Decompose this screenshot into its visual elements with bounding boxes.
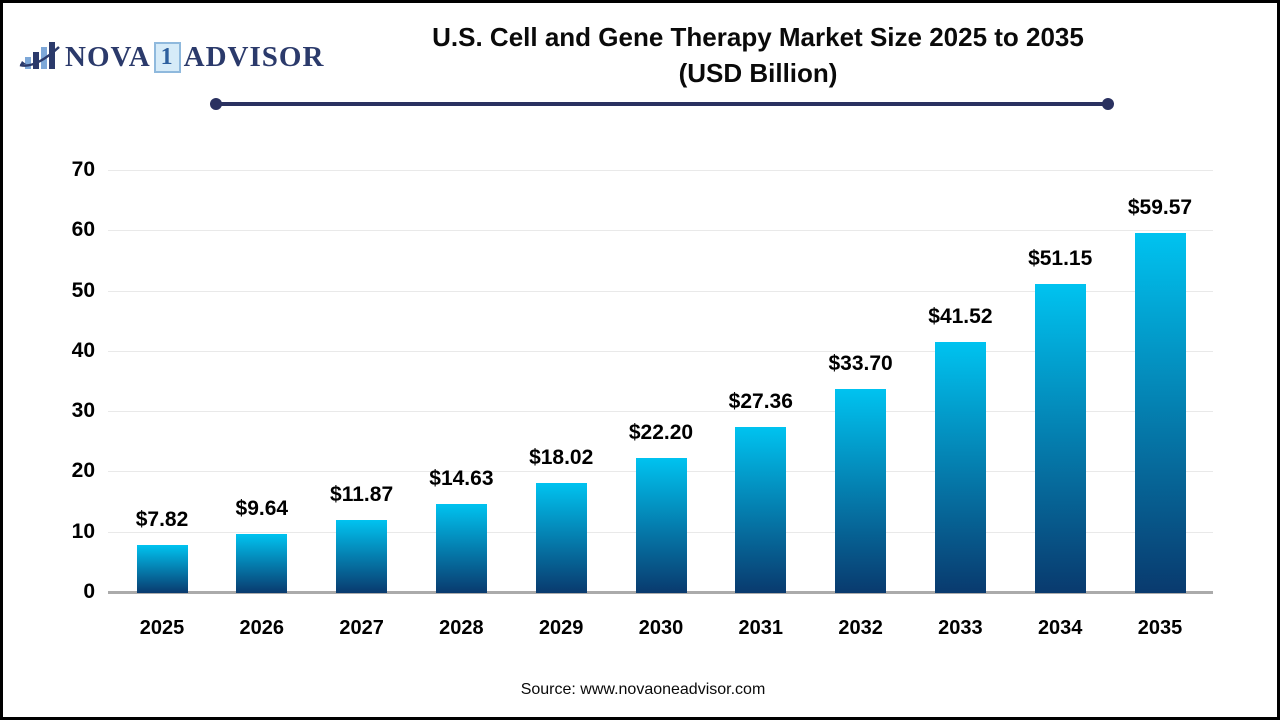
y-axis-tick-label: 0 (83, 580, 95, 603)
gridline-y70 (108, 170, 1213, 171)
chart-title-line2: (USD Billion) (678, 58, 838, 88)
title-divider-line (210, 98, 1114, 110)
nova-one-advisor-logo: NOVA 1 ADVISOR (19, 39, 324, 75)
y-axis-tick-label: 50 (71, 278, 95, 302)
y-axis-tick-label: 10 (71, 519, 95, 543)
value-label-2027: $11.87 (330, 483, 394, 507)
value-label-2035: $59.57 (1127, 195, 1193, 219)
chart-title-line1: U.S. Cell and Gene Therapy Market Size 2… (432, 22, 1084, 52)
x-axis-label-2031: 2031 (738, 617, 784, 639)
bar-2029 (535, 483, 587, 593)
value-label-2028: $14.63 (429, 466, 494, 490)
gridline-y30 (108, 411, 1213, 413)
value-label-2025: $7.82 (135, 507, 189, 531)
bar-2028 (435, 503, 487, 593)
gridline-y60 (108, 230, 1213, 232)
x-axis-label-2027: 2027 (339, 617, 384, 639)
x-axis-label-2029: 2029 (538, 617, 584, 639)
bar-2027 (336, 520, 388, 593)
logo-text-one-box: 1 (153, 41, 181, 73)
bar-2035 (1134, 232, 1186, 593)
gridline-y50 (108, 290, 1213, 292)
x-axis-label-2030: 2030 (638, 617, 684, 639)
y-axis-tick-label: 40 (71, 338, 95, 362)
logo-text-advisor: ADVISOR (183, 40, 325, 73)
value-label-2026: $9.64 (235, 496, 289, 520)
divider-left-dot (210, 98, 222, 110)
x-axis-label-2035: 2035 (1137, 617, 1183, 639)
value-label-2031: $27.36 (728, 390, 793, 414)
bar-chart-swoosh-icon (19, 42, 60, 69)
bar-2034 (1034, 283, 1086, 593)
bar-2033 (934, 341, 986, 593)
x-axis-label-2034: 2034 (1037, 617, 1083, 639)
x-axis-label-2032: 2032 (838, 617, 883, 639)
x-axis-label-2025: 2025 (139, 617, 185, 639)
y-axis-tick-label: 60 (71, 218, 95, 242)
gridline-y40 (108, 350, 1213, 352)
y-axis-tick-label: 30 (71, 399, 95, 423)
x-axis-label-2026: 2026 (239, 617, 285, 639)
bar-2031 (735, 427, 787, 593)
y-axis-tick-label: 20 (71, 459, 95, 483)
value-label-2029: $18.02 (529, 446, 594, 470)
value-label-2033: $41.52 (928, 304, 993, 328)
x-axis-label-2028: 2028 (439, 617, 484, 639)
x-axis-label-2033: 2033 (938, 617, 983, 639)
source-text: Source: www.novaoneadvisor.com (520, 681, 766, 698)
value-label-2034: $51.15 (1028, 246, 1093, 270)
divider-right-dot (1102, 98, 1114, 110)
chart-title: U.S. Cell and Gene Therapy Market Size 2… (333, 19, 1183, 91)
y-axis-tick-label: 70 (71, 158, 95, 181)
bar-chart: 0 10 20 30 40 50 60 70 $7.82 2025 $9.64 2026 $11.87 2… (3, 3, 1277, 717)
logo-text: NOVA 1 ADVISOR (65, 41, 324, 74)
logo-text-nova: NOVA (65, 40, 151, 73)
value-label-2030: $22.20 (628, 421, 694, 445)
bar-2030 (635, 458, 687, 593)
value-label-2032: $33.70 (828, 351, 893, 375)
bar-2025 (136, 544, 188, 593)
bar-2026 (236, 533, 288, 593)
bar-2032 (835, 388, 887, 593)
